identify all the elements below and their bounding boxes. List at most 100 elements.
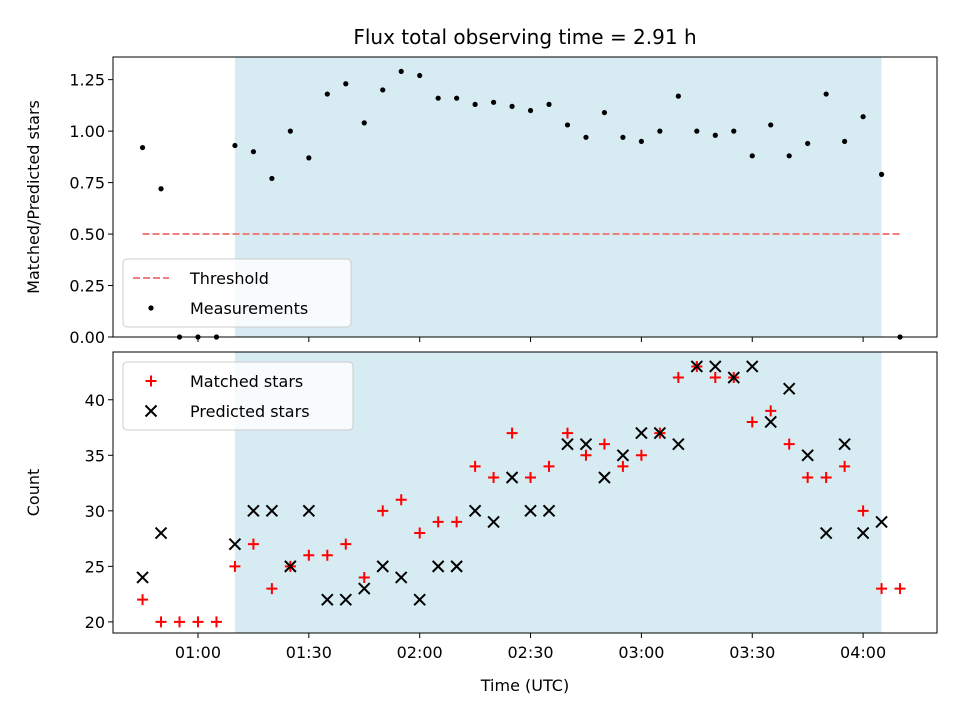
data-point — [675, 93, 681, 99]
data-point — [524, 504, 537, 518]
data-point — [617, 460, 629, 472]
data-point — [820, 472, 832, 484]
data-point — [823, 91, 829, 97]
data-point — [783, 438, 795, 450]
data-point — [709, 360, 722, 373]
data-point — [265, 504, 279, 518]
data-point — [543, 460, 555, 472]
data-point — [765, 405, 777, 417]
data-point — [266, 583, 278, 595]
data-point — [306, 155, 312, 161]
data-point — [454, 95, 460, 101]
data-point — [358, 571, 370, 583]
data-point — [727, 371, 740, 384]
data-point — [269, 175, 275, 182]
y-axis-label: Count — [24, 469, 43, 517]
data-point — [635, 449, 647, 461]
y-tick-label: 1.25 — [69, 71, 105, 90]
data-point — [542, 504, 556, 518]
data-point — [601, 109, 608, 116]
data-point — [377, 505, 389, 517]
data-point — [432, 516, 444, 528]
data-point — [343, 81, 349, 87]
data-point — [801, 449, 814, 462]
legend-label: Threshold — [189, 269, 269, 288]
y-tick-label: 1.00 — [69, 122, 105, 141]
data-point — [413, 593, 426, 606]
data-point — [247, 504, 260, 518]
data-point — [228, 537, 242, 551]
data-point — [154, 526, 168, 540]
data-point — [564, 122, 571, 128]
data-point — [805, 140, 811, 147]
data-point — [653, 426, 667, 440]
data-point — [579, 437, 593, 451]
data-point — [657, 128, 663, 134]
data-point — [250, 149, 257, 155]
data-point — [768, 122, 774, 128]
data-point — [321, 593, 334, 606]
data-point — [303, 549, 315, 561]
x-tick-label: 04:00 — [840, 643, 886, 662]
data-point — [875, 515, 888, 529]
data-point — [468, 504, 482, 518]
bottom-panel: 20 25 30 35 40 01:00 01:30 02:00 02:30 03:00 03:30… — [24, 351, 938, 695]
legend-label: Measurements — [190, 299, 308, 318]
x-axis-label: Time (UTC) — [480, 676, 569, 695]
data-point — [155, 616, 167, 628]
data-point — [247, 538, 259, 550]
data-point — [838, 437, 851, 451]
data-point — [527, 107, 534, 114]
y-tick-label: 0.50 — [69, 225, 105, 244]
data-point — [505, 471, 519, 484]
legend-box — [122, 361, 354, 431]
data-point — [487, 515, 500, 529]
data-point — [561, 427, 573, 439]
data-point — [361, 120, 367, 126]
data-point — [712, 132, 718, 138]
data-point — [376, 560, 389, 573]
legend-predicted-swatch — [144, 404, 158, 418]
x-tick-label: 01:00 — [175, 643, 221, 662]
data-point — [431, 560, 445, 573]
data-point — [324, 91, 330, 97]
data-point — [856, 526, 870, 540]
data-point — [339, 593, 352, 606]
data-point — [731, 128, 737, 134]
top-panel: 0.00 0.25 0.50 0.75 1.00 1.25 Flux total obser… — [24, 25, 938, 347]
data-point — [395, 571, 408, 584]
data-point — [174, 616, 186, 628]
data-point — [746, 416, 758, 428]
x-tick-label: 03:00 — [618, 643, 664, 662]
data-point — [417, 72, 423, 79]
data-point — [469, 460, 481, 472]
y-tick-label: 40 — [85, 391, 105, 410]
data-point — [819, 526, 833, 540]
data-point — [782, 382, 796, 395]
data-point — [158, 186, 164, 192]
y-tick-label: 25 — [85, 557, 105, 576]
data-point — [398, 68, 404, 75]
data-point — [876, 583, 888, 595]
data-point — [672, 372, 684, 384]
plot-frame — [112, 351, 938, 634]
y-tick-label: 20 — [85, 613, 105, 632]
data-point — [690, 360, 704, 373]
y-tick-label: 35 — [85, 446, 105, 465]
data-point — [509, 103, 515, 110]
data-point — [709, 372, 721, 384]
data-point — [746, 360, 759, 373]
data-point — [450, 560, 463, 573]
data-point — [506, 427, 518, 439]
data-point — [802, 472, 814, 484]
data-point — [321, 549, 333, 561]
data-point — [395, 494, 407, 506]
legend-box — [122, 258, 352, 328]
data-point — [435, 95, 441, 101]
legend-label: Predicted stars — [190, 402, 310, 421]
data-point — [598, 438, 610, 450]
data-point — [842, 138, 848, 145]
data-point — [561, 437, 574, 451]
data-point — [210, 616, 222, 628]
